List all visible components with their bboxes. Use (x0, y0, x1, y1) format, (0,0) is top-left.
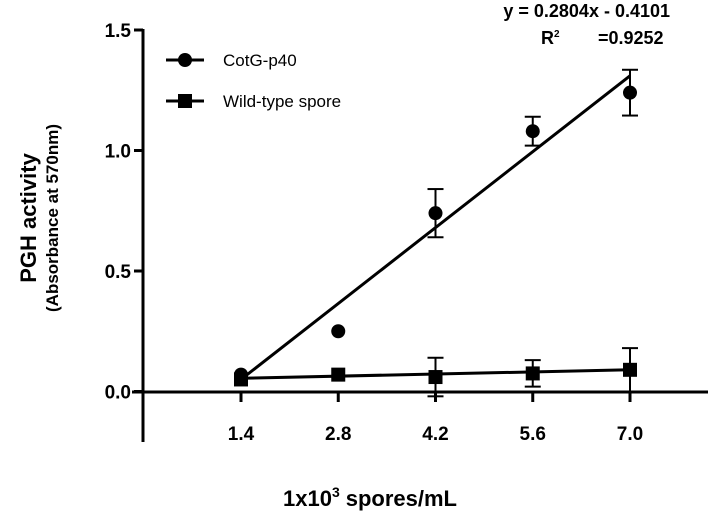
x-ticks: 1.4 2.8 4.2 5.6 7.0 (228, 392, 643, 445)
legend: CotG-p40 Wild-type spore (166, 51, 341, 111)
y-axis-label: PGH activity (16, 152, 41, 282)
legend-item-wild-type-spore: Wild-type spore (166, 92, 341, 111)
circle-marker-icon (331, 324, 346, 339)
x-axis-label-unit: spores/mL (346, 486, 457, 511)
x-axis-label: 1x103 spores/mL (283, 484, 457, 511)
legend-label: Wild-type spore (223, 92, 341, 111)
square-marker-icon (623, 362, 637, 377)
circle-marker-icon (428, 206, 443, 221)
square-marker-icon (428, 370, 443, 385)
x-axis-label-base: 1x10 (283, 486, 332, 511)
square-marker-icon (331, 367, 346, 382)
x-tick-label: 2.8 (325, 424, 351, 445)
circle-marker-icon (623, 85, 637, 100)
x-tick-label: 4.2 (422, 424, 448, 445)
y-tick-label: 0.0 (105, 383, 131, 404)
r-label: R (541, 28, 554, 48)
equation-text: y = 0.2804x - 0.4101 (503, 1, 670, 21)
x-tick-label: 1.4 (228, 424, 255, 445)
square-marker-icon (178, 94, 192, 108)
legend-label: CotG-p40 (223, 51, 297, 70)
x-axis-label-exponent: 3 (332, 484, 340, 500)
y-tick-label: 0.5 (105, 262, 132, 283)
y-tick-label: 1.5 (105, 21, 132, 42)
legend-item-cotg-p40: CotG-p40 (166, 51, 297, 70)
error-bars (427, 68, 638, 398)
y-axis-title: PGH activity (Absorbance at 570nm) (16, 124, 62, 312)
y-tick-label: 1.0 (105, 142, 131, 163)
r-squared-label: R2 (541, 28, 560, 48)
x-tick-label: 7.0 (617, 424, 643, 445)
y-axis-sublabel: (Absorbance at 570nm) (43, 124, 62, 312)
y-ticks: 0.0 0.5 1.0 1.5 (105, 21, 143, 404)
r-superscript: 2 (554, 29, 560, 40)
square-marker-icon (525, 366, 540, 381)
x-tick-label: 5.6 (520, 424, 546, 445)
circle-marker-icon (525, 124, 540, 139)
r-squared-value: =0.9252 (598, 28, 664, 48)
data-points (234, 85, 637, 387)
square-marker-icon (234, 372, 248, 387)
regression-annotation: y = 0.2804x - 0.4101 R2 =0.9252 (503, 1, 670, 48)
circle-marker-icon (178, 53, 192, 67)
